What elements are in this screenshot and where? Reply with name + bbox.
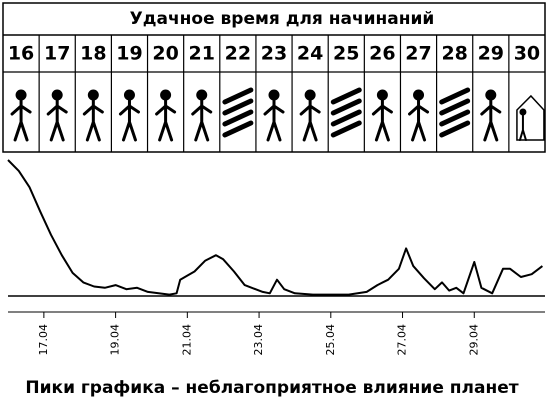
stripe	[330, 98, 362, 116]
data-line	[7, 159, 544, 296]
person-body	[518, 114, 527, 141]
day-icon	[82, 89, 104, 142]
day-number: 28	[441, 43, 467, 65]
x-tick-label: 21.04	[180, 324, 193, 356]
day-number: 17	[44, 43, 70, 65]
x-tick-label: 25.04	[324, 324, 337, 356]
table-frame	[2, 2, 546, 153]
day-number: 24	[297, 43, 323, 65]
x-tick-label: 17.04	[37, 324, 50, 356]
day-icon	[408, 89, 430, 142]
day-number: 23	[261, 43, 287, 65]
stripe	[439, 120, 471, 138]
person-body	[480, 98, 502, 142]
day-icon	[10, 89, 32, 142]
day-number: 25	[333, 43, 359, 65]
caption: Пики графика – неблагоприятное влияние п…	[25, 378, 518, 398]
x-tick-label: 23.04	[252, 324, 265, 356]
stripe	[222, 120, 254, 138]
person-body	[263, 98, 285, 142]
day-number: 29	[478, 43, 504, 65]
day-icon	[155, 89, 177, 142]
day-icon	[516, 94, 545, 141]
table-title: Удачное время для начинаний	[130, 9, 435, 29]
person-body	[191, 98, 213, 142]
day-number: 27	[405, 43, 431, 65]
day-number: 26	[369, 43, 395, 65]
person-body	[299, 98, 321, 142]
person-body	[118, 98, 140, 142]
day-number: 22	[225, 43, 251, 65]
day-number: 20	[152, 43, 178, 65]
stripe	[222, 98, 254, 116]
person-head	[15, 89, 27, 101]
stripe	[330, 120, 362, 138]
person-body	[10, 98, 32, 142]
x-tick-label: 27.04	[396, 324, 409, 356]
person-body	[155, 98, 177, 142]
day-icon	[118, 89, 140, 142]
stripe	[439, 87, 471, 105]
day-icon	[222, 87, 254, 138]
x-tick-label: 29.04	[467, 324, 480, 356]
stripe	[330, 87, 362, 105]
day-icon	[330, 87, 362, 138]
stripe	[330, 109, 362, 127]
person-body	[82, 98, 104, 142]
stripe	[222, 109, 254, 127]
stripe	[222, 87, 254, 105]
day-icon	[480, 89, 502, 142]
person-body	[46, 98, 68, 142]
stripe	[439, 98, 471, 116]
person-body	[371, 98, 393, 142]
day-number: 16	[8, 43, 34, 65]
day-icon	[439, 87, 471, 138]
day-number: 18	[80, 43, 106, 65]
x-tick-label: 19.04	[109, 324, 122, 356]
house	[516, 94, 545, 141]
person-body	[408, 98, 430, 142]
day-icon	[263, 89, 285, 142]
day-number: 21	[189, 43, 215, 65]
stripe	[439, 109, 471, 127]
day-number: 19	[116, 43, 142, 65]
day-icon	[371, 89, 393, 142]
day-icon	[46, 89, 68, 142]
day-icon	[299, 89, 321, 142]
day-icon	[191, 89, 213, 142]
day-number: 30	[514, 43, 540, 65]
